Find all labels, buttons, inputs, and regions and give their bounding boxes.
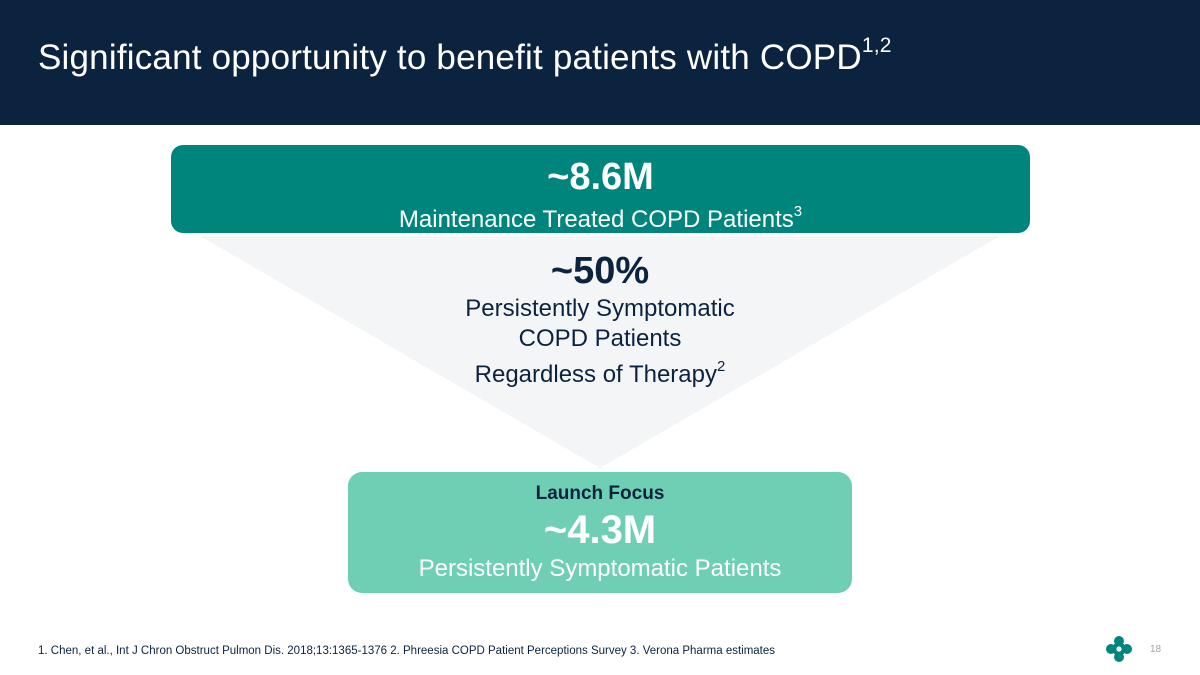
title-references: 1,2 — [861, 34, 892, 58]
symptomatic-ref: 2 — [717, 358, 726, 375]
launch-focus-label: Persistently Symptomatic Patients — [418, 555, 782, 582]
footnote-references: 1. Chen, et al., Int J Chron Obstruct Pu… — [38, 645, 776, 657]
symptomatic-line-2: COPD Patients — [518, 325, 682, 352]
symptomatic-line-1: Persistently Symptomatic — [465, 295, 735, 322]
launch-focus-value: ~4.3M — [543, 508, 657, 552]
funnel-triangle — [200, 236, 1000, 468]
launch-focus-heading: Launch Focus — [535, 483, 665, 504]
symptomatic-percent-value: ~50% — [550, 250, 650, 292]
maintenance-treated-box: ~8.6M Maintenance Treated COPD Patients3 — [171, 145, 1030, 233]
symptomatic-line-3: Regardless of Therapy2 — [474, 358, 726, 388]
slide-title: Significant opportunity to benefit patie… — [38, 34, 892, 77]
header-bar: Significant opportunity to benefit patie… — [0, 0, 1200, 125]
maintenance-treated-value: ~8.6M — [547, 156, 654, 198]
symptomatic-percent-block: ~50% Persistently Symptomatic COPD Patie… — [350, 248, 850, 390]
launch-focus-box: Launch Focus ~4.3M Persistently Symptoma… — [348, 472, 852, 593]
maintenance-treated-ref: 3 — [793, 203, 803, 220]
maintenance-treated-label: Maintenance Treated COPD Patients3 — [398, 203, 803, 233]
company-logo-icon — [1106, 636, 1132, 662]
page-number: 18 — [1150, 644, 1162, 655]
